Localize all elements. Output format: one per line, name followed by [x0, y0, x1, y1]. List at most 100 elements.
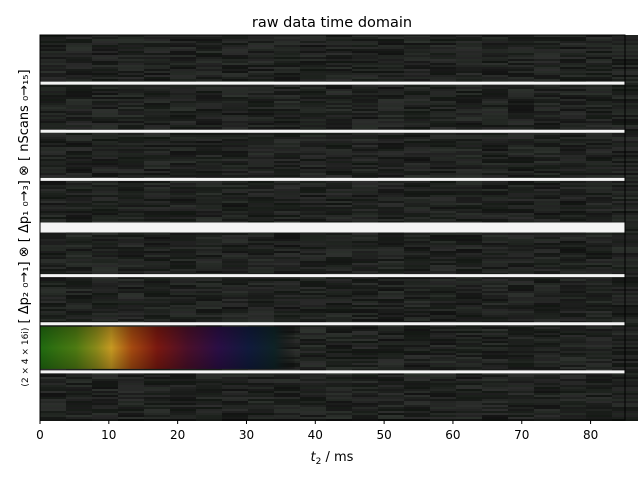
noise-cell — [144, 259, 170, 261]
noise-cell — [404, 119, 430, 121]
noise-cell — [586, 183, 612, 185]
noise-cell — [300, 403, 326, 405]
noise-cell — [378, 49, 404, 51]
noise-cell — [248, 153, 274, 155]
noise-cell — [66, 149, 92, 151]
noise-cell — [586, 381, 612, 383]
noise-cell — [508, 375, 534, 377]
noise-cell — [508, 175, 534, 177]
noise-cell — [508, 119, 534, 121]
noise-cell — [326, 375, 352, 377]
noise-cell — [508, 399, 534, 401]
noise-cell — [274, 375, 300, 377]
noise-cell — [274, 205, 300, 207]
noise-cell — [222, 39, 248, 41]
noise-cell — [352, 327, 378, 329]
noise-cell — [508, 51, 534, 53]
noise-cell — [92, 215, 118, 217]
noise-cell — [274, 197, 300, 199]
noise-cell — [40, 151, 66, 153]
noise-cell — [378, 55, 404, 57]
noise-cell — [326, 75, 352, 77]
noise-cell — [560, 163, 586, 165]
noise-cell — [534, 239, 560, 241]
noise-cell — [274, 271, 300, 273]
noise-cell — [404, 359, 430, 361]
noise-cell — [404, 399, 430, 401]
noise-cell — [326, 87, 352, 89]
noise-cell — [92, 51, 118, 53]
noise-cell — [586, 79, 612, 81]
noise-cell — [92, 259, 118, 261]
noise-cell — [92, 297, 118, 299]
noise-cell — [352, 335, 378, 337]
noise-cell — [430, 93, 456, 95]
noise-cell — [92, 295, 118, 297]
noise-cell — [222, 241, 248, 243]
noise-cell — [170, 85, 196, 87]
noise-cell — [404, 185, 430, 187]
noise-cell — [144, 261, 170, 263]
noise-cell — [534, 41, 560, 43]
noise-cell — [40, 303, 66, 305]
noise-cell — [222, 211, 248, 213]
noise-cell — [534, 235, 560, 237]
noise-cell — [430, 187, 456, 189]
noise-cell — [456, 53, 482, 55]
noise-cell — [534, 67, 560, 69]
noise-cell — [274, 165, 300, 167]
noise-cell — [352, 199, 378, 201]
noise-cell — [508, 101, 534, 103]
noise-cell — [352, 51, 378, 53]
noise-cell — [482, 267, 508, 269]
noise-cell — [378, 291, 404, 293]
noise-cell — [456, 289, 482, 291]
noise-cell — [170, 165, 196, 167]
noise-cell — [508, 389, 534, 391]
noise-cell — [534, 111, 560, 113]
noise-cell — [378, 79, 404, 81]
noise-cell — [196, 189, 222, 191]
noise-cell — [352, 37, 378, 39]
noise-cell — [248, 307, 274, 309]
noise-cell — [534, 75, 560, 77]
noise-cell — [222, 395, 248, 397]
noise-cell — [508, 163, 534, 165]
noise-cell — [118, 181, 144, 183]
noise-cell — [92, 191, 118, 193]
noise-cell — [40, 165, 66, 167]
noise-cell — [66, 77, 92, 79]
noise-cell — [196, 233, 222, 235]
noise-cell — [144, 157, 170, 159]
noise-cell — [586, 309, 612, 311]
noise-cell — [66, 271, 92, 273]
noise-cell — [508, 211, 534, 213]
noise-cell — [430, 347, 456, 349]
noise-cell — [222, 387, 248, 389]
noise-cell — [274, 99, 300, 101]
noise-cell — [274, 387, 300, 389]
noise-cell — [560, 115, 586, 117]
noise-cell — [586, 191, 612, 193]
noise-cell — [66, 395, 92, 397]
noise-cell — [248, 311, 274, 313]
noise-cell — [248, 381, 274, 383]
noise-cell — [534, 191, 560, 193]
noise-cell — [456, 361, 482, 363]
noise-cell — [196, 169, 222, 171]
noise-cell — [66, 191, 92, 193]
noise-cell — [482, 205, 508, 207]
noise-cell — [586, 369, 612, 371]
noise-cell — [482, 199, 508, 201]
noise-cell — [378, 353, 404, 355]
noise-cell — [586, 117, 612, 119]
noise-cell — [222, 119, 248, 121]
noise-cell — [404, 155, 430, 157]
noise-cell — [560, 273, 586, 275]
noise-cell — [560, 43, 586, 45]
noise-cell — [274, 299, 300, 301]
noise-cell — [92, 89, 118, 91]
noise-cell — [66, 397, 92, 399]
noise-cell — [378, 271, 404, 273]
noise-cell — [170, 283, 196, 285]
